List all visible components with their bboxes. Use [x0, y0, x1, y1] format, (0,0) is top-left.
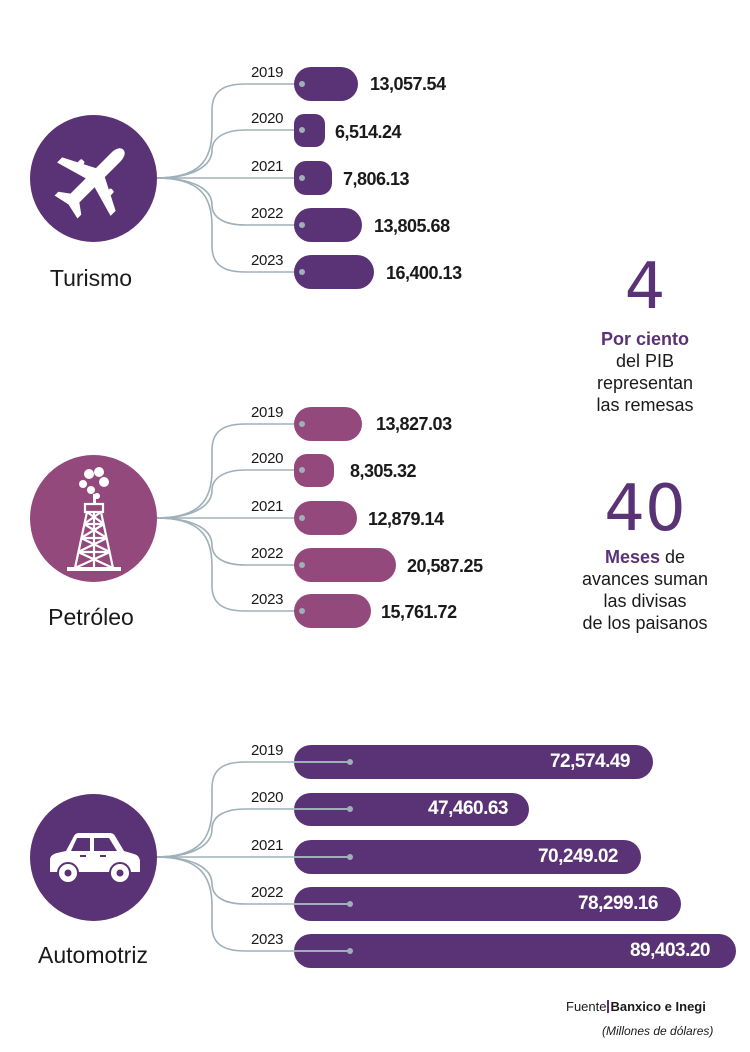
- automotriz-bar-2019: [294, 745, 653, 779]
- stat-line: las divisas: [603, 591, 687, 611]
- car-icon: [49, 832, 140, 884]
- year-label: 2022: [251, 205, 284, 222]
- stat-highlight: Por ciento: [600, 329, 689, 349]
- turismo-icon-circle: [30, 115, 157, 242]
- stat-number-percent: 4: [624, 250, 666, 324]
- year-label: 2020: [251, 450, 284, 467]
- automotriz-icon-circle: [30, 794, 157, 921]
- automotriz-label: Automotriz: [38, 942, 148, 968]
- connector-dot: [299, 222, 305, 228]
- connector-dot: [299, 515, 305, 521]
- stat-number-months: 40: [604, 472, 686, 546]
- value-label: 15,761.72: [381, 602, 457, 622]
- petroleo-bar-2019: [294, 407, 362, 441]
- stat-highlight: Meses: [604, 547, 660, 567]
- year-label: 2023: [251, 252, 284, 269]
- automotriz-bar-2022: [294, 887, 681, 921]
- stat-line: representan: [596, 373, 694, 393]
- value-label: 16,400.13: [386, 263, 462, 283]
- year-label: 2019: [251, 742, 284, 759]
- source-credit: Fuente Banxico e Inegi: [566, 999, 706, 1014]
- connector-inner: [294, 761, 350, 763]
- petroleo-icon-circle: [30, 455, 157, 582]
- connector-dot: [299, 175, 305, 181]
- value-label: 12,879.14: [368, 509, 444, 529]
- year-label: 2021: [251, 837, 284, 854]
- airplane-icon: [54, 147, 125, 218]
- connector-dot: [347, 854, 353, 860]
- connector-dot: [299, 608, 305, 614]
- value-label: 7,806.13: [343, 169, 410, 189]
- connector-dot: [299, 562, 305, 568]
- units-note: (Millones de dólares): [602, 1024, 714, 1038]
- turismo-bar-2022: [294, 208, 362, 242]
- connector-inner: [294, 903, 350, 905]
- connector-dot: [299, 81, 305, 87]
- year-label: 2022: [251, 545, 284, 562]
- stat-line: las remesas: [596, 395, 694, 415]
- stat-line: de los paisanos: [582, 613, 708, 633]
- year-label: 2019: [251, 404, 284, 421]
- value-label: 13,827.03: [376, 414, 452, 434]
- connector-dot: [347, 948, 353, 954]
- turismo-bar-2023: [294, 255, 374, 289]
- year-label: 2020: [251, 110, 284, 127]
- stat-description-months: Meses de avances suman las divisas de lo…: [545, 546, 745, 634]
- year-label: 2022: [251, 884, 284, 901]
- connector-dot: [347, 759, 353, 765]
- connector-inner: [294, 856, 350, 858]
- value-label: 72,574.49: [549, 751, 631, 772]
- stat-description-percent: Por ciento del PIB representan las remes…: [545, 328, 745, 416]
- connector-dot: [299, 421, 305, 427]
- year-label: 2023: [251, 931, 284, 948]
- value-label: 89,403.20: [629, 940, 711, 961]
- value-label: 70,249.02: [537, 846, 619, 867]
- year-label: 2020: [251, 789, 284, 806]
- connector-dot: [299, 467, 305, 473]
- petroleo-label: Petróleo: [48, 604, 134, 630]
- value-label: 47,460.63: [427, 798, 509, 819]
- value-label: 20,587.25: [407, 556, 483, 576]
- year-label: 2021: [251, 158, 284, 175]
- turismo-label: Turismo: [49, 265, 133, 291]
- value-label: 13,057.54: [370, 74, 446, 94]
- stat-line: avances suman: [581, 569, 709, 589]
- connector-dot: [347, 806, 353, 812]
- connector-dot: [299, 269, 305, 275]
- petroleo-bar-2022: [294, 548, 396, 582]
- stat-line: del PIB: [615, 351, 675, 371]
- value-label: 6,514.24: [335, 122, 402, 142]
- year-label: 2021: [251, 498, 284, 515]
- connector-inner: [294, 950, 350, 952]
- automotriz-bar-2023: [294, 934, 736, 968]
- connector-inner: [294, 808, 350, 810]
- value-label: 13,805.68: [374, 216, 450, 236]
- separator: [607, 1000, 610, 1013]
- value-label: 78,299.16: [577, 893, 659, 914]
- connector-dot: [347, 901, 353, 907]
- year-label: 2019: [251, 64, 284, 81]
- year-label: 2023: [251, 591, 284, 608]
- value-label: 8,305.32: [350, 461, 417, 481]
- petroleo-bar-2023: [294, 594, 371, 628]
- oil-derrick-icon: [66, 466, 121, 571]
- connector-dot: [299, 127, 305, 133]
